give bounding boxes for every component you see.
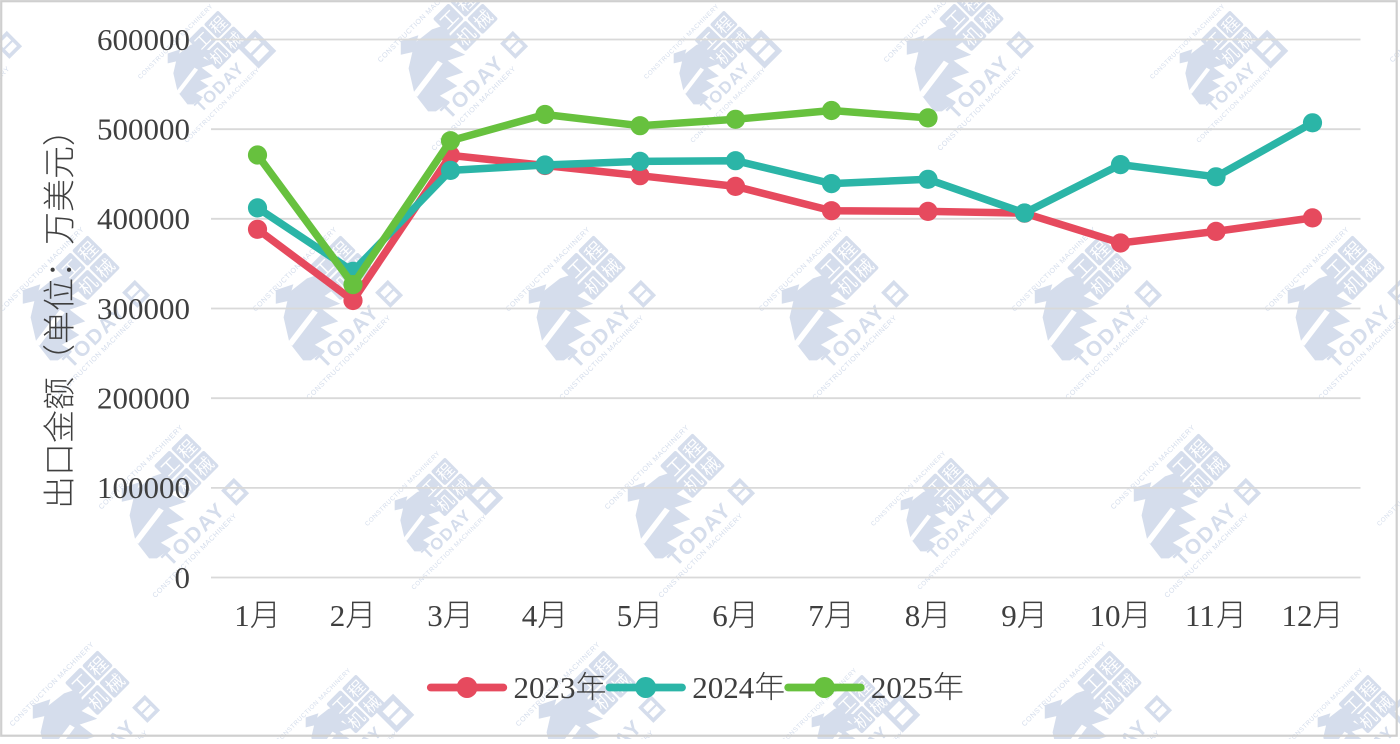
svg-text:200000: 200000 [97, 381, 190, 416]
svg-text:7: 7 [808, 598, 824, 633]
svg-text:2: 2 [330, 598, 346, 633]
svg-text:6: 6 [712, 598, 728, 633]
svg-text:300000: 300000 [97, 291, 190, 326]
svg-text:3: 3 [427, 598, 443, 633]
svg-text:12: 12 [1282, 598, 1313, 633]
svg-text:100000: 100000 [97, 470, 190, 505]
svg-text:10: 10 [1090, 598, 1121, 633]
svg-text:2023: 2023 [514, 670, 576, 705]
svg-text:2024: 2024 [692, 670, 755, 705]
svg-text:4: 4 [522, 598, 538, 633]
svg-text:600000: 600000 [97, 22, 190, 57]
svg-text:5: 5 [617, 598, 633, 633]
svg-text:11: 11 [1185, 598, 1215, 633]
svg-text:0: 0 [175, 560, 191, 595]
svg-text:500000: 500000 [97, 112, 190, 147]
svg-text:400000: 400000 [97, 201, 190, 236]
svg-text:9: 9 [1001, 598, 1017, 633]
svg-text:1: 1 [234, 598, 250, 633]
svg-text:8: 8 [905, 598, 921, 633]
svg-text:2025: 2025 [871, 670, 933, 705]
